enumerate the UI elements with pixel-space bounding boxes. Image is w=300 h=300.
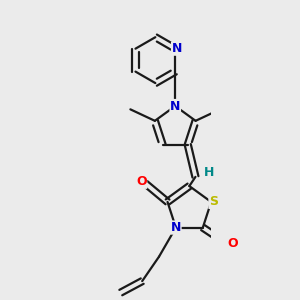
Text: S: S (209, 195, 218, 208)
Text: O: O (136, 175, 147, 188)
Text: N: N (170, 100, 180, 112)
Text: H: H (204, 166, 214, 179)
Text: N: N (172, 42, 182, 55)
Text: N: N (171, 221, 181, 234)
Text: O: O (227, 237, 238, 250)
